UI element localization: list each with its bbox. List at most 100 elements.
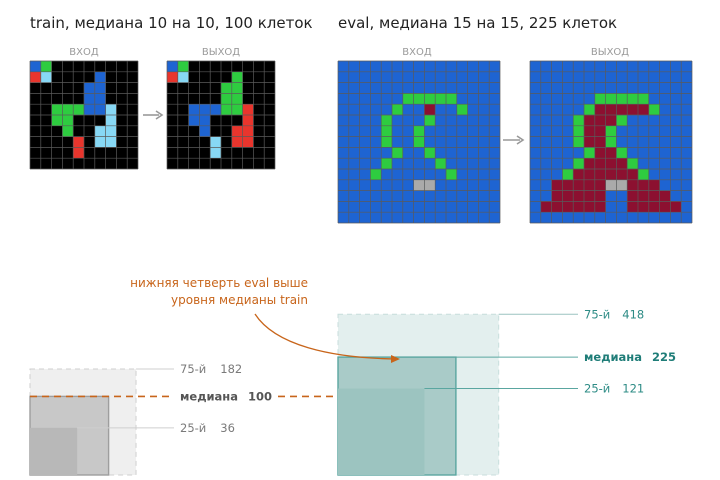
eval-output-cell (605, 136, 617, 148)
eval-output-cell (616, 158, 628, 169)
eval-output-cell (551, 201, 563, 213)
train-input-cell (84, 93, 95, 105)
eval-output-cell (638, 201, 649, 213)
train-input-cell (62, 104, 74, 115)
eval-output-cell (627, 169, 638, 180)
eval-output-cell (638, 93, 649, 105)
eval-output-cell (594, 136, 606, 148)
train-input-cell (94, 125, 106, 137)
eval-output-cell (562, 179, 574, 191)
eval-output-cell (594, 169, 606, 180)
eval-output-cell (573, 136, 584, 148)
eval-output-cell (605, 104, 617, 115)
train-output-cell (177, 71, 189, 83)
train-output-cell (188, 104, 200, 115)
eval-output-cell (638, 169, 649, 180)
train-output-cell (199, 125, 211, 137)
eval-output-cell (638, 190, 649, 202)
eval-output-cell (638, 104, 649, 115)
eval-output-cell (573, 158, 584, 169)
eval-output-cell (584, 190, 595, 202)
train-input-grid (29, 60, 139, 170)
eval-input-cell (392, 104, 403, 115)
train-output-label: ВЫХОД (202, 47, 240, 58)
eval-output-cell (562, 201, 574, 213)
eval-input-cell (424, 93, 436, 105)
eval-input-cell (413, 125, 425, 137)
train-input-cell (105, 125, 117, 137)
eval-q25-square (338, 388, 425, 475)
eval-output-cell (605, 125, 617, 137)
train-output-cell (210, 136, 221, 148)
eval-output-cell (648, 179, 660, 191)
eval-output-cell (594, 125, 606, 137)
train-output-cell (221, 93, 232, 105)
eval-output-cell (605, 158, 617, 169)
train-output-cell (188, 115, 200, 126)
eval-input-cell (392, 147, 403, 159)
eval-output-cell (594, 158, 606, 169)
eval-output-cell (551, 179, 563, 191)
eval-output-cell (648, 201, 660, 213)
eval-input-cell (413, 179, 425, 191)
train-arrow-icon (143, 110, 164, 120)
train-output-cell (167, 61, 178, 72)
eval-output-cell (573, 125, 584, 137)
eval-output-cell (627, 179, 638, 191)
train-q75-label: 75-й 182 (180, 362, 242, 376)
train-input-cell (73, 136, 84, 148)
train-output-cell (199, 104, 211, 115)
eval-output-cell (605, 115, 617, 126)
train-size-squares (29, 368, 460, 476)
eval-median-label: медиана 225 (584, 350, 676, 364)
eval-output-cell (594, 115, 606, 126)
eval-output-cell (648, 104, 660, 115)
eval-output-cell (616, 169, 628, 180)
eval-input-cell (381, 125, 392, 137)
eval-input-cell (435, 158, 446, 169)
eval-output-cell (540, 201, 552, 213)
eval-output-grid (529, 60, 693, 224)
train-input-cell (94, 136, 106, 148)
eval-output-cell (627, 158, 638, 169)
eval-output-cell (594, 179, 606, 191)
eval-output-cell (573, 201, 584, 213)
train-input-cell (84, 82, 95, 94)
train-output-cell (242, 104, 254, 115)
train-output-cell (221, 104, 232, 115)
train-input-cell (40, 71, 52, 83)
eval-output-cell (594, 201, 606, 213)
train-input-cell (51, 115, 63, 126)
eval-output-cell (584, 104, 595, 115)
train-title: train, медиана 10 на 10, 100 клеток (30, 14, 313, 32)
eval-output-cell (659, 190, 671, 202)
train-input-cell (40, 61, 52, 72)
eval-output-cell (605, 147, 617, 159)
train-input-cell (30, 71, 41, 83)
eval-input-cell (381, 136, 392, 148)
eval-output-cell (594, 190, 606, 202)
train-output-cell (231, 82, 243, 94)
eval-output-cell (605, 169, 617, 180)
eval-output-cell (573, 179, 584, 191)
train-output-cell (231, 125, 243, 137)
eval-output-cell (616, 115, 628, 126)
eval-output-cell (562, 190, 574, 202)
train-input-cell (30, 61, 41, 72)
eval-output-cell (584, 179, 595, 191)
eval-input-cell (381, 115, 392, 126)
annotation-line-1: нижняя четверть eval выше (130, 276, 308, 290)
eval-input-label: ВХОД (402, 47, 432, 58)
eval-output-cell (551, 190, 563, 202)
eval-output-cell (638, 179, 649, 191)
train-input-cell (94, 104, 106, 115)
eval-input-cell (424, 104, 436, 115)
train-output-cell (177, 61, 189, 72)
annotation-arrow-icon (254, 313, 400, 363)
train-input-cell (94, 82, 106, 94)
eval-q75-label: 75-й 418 (584, 307, 644, 321)
eval-output-cell (627, 104, 638, 115)
eval-input-cell (402, 93, 414, 105)
eval-output-cell (594, 147, 606, 159)
eval-input-cell (446, 169, 457, 180)
